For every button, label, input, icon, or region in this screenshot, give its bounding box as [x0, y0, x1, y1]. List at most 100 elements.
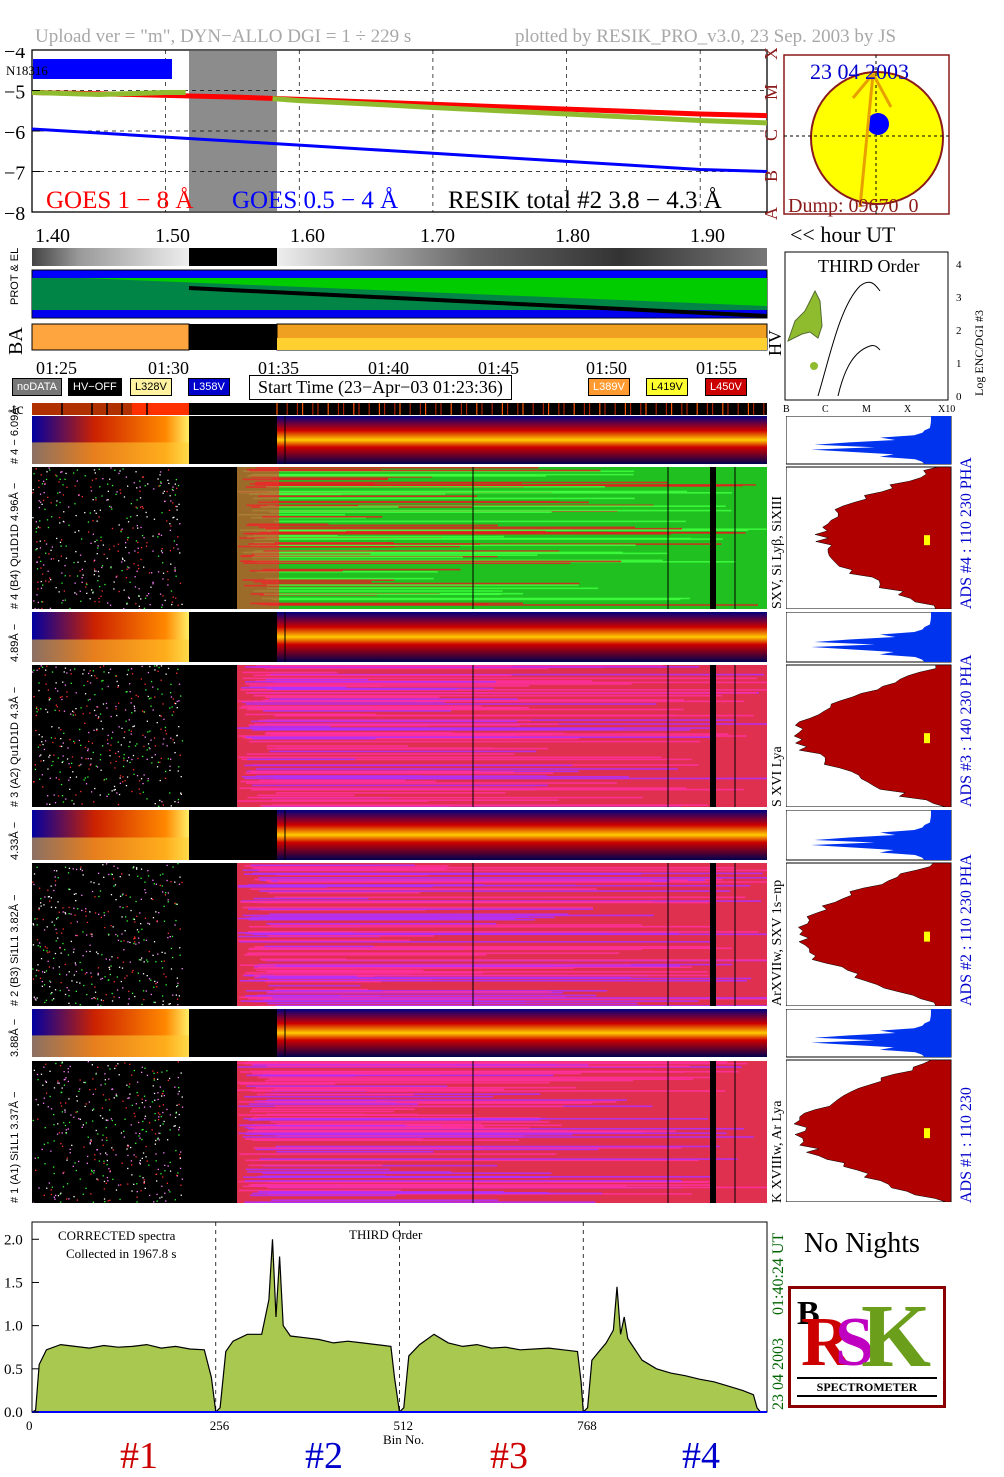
pha-left-warm	[32, 1035, 189, 1057]
ads-noise-dot	[73, 561, 75, 564]
ads-stripe	[262, 568, 461, 571]
ads-noise-dot	[150, 979, 152, 981]
logo-s: S	[835, 1304, 874, 1381]
ads-noise-dot	[79, 764, 81, 767]
ads-noise-dot	[66, 1183, 69, 1185]
ads-noise-dot	[105, 994, 107, 996]
ads-noise-dot	[62, 760, 64, 763]
ads-noise-dot	[162, 1123, 164, 1125]
channel-number-label: #1	[120, 1435, 158, 1477]
ads-noise-dot	[101, 566, 103, 569]
ads-stripe	[244, 1095, 494, 1098]
ads-noise-dot	[181, 740, 184, 742]
ads-stripe	[245, 1159, 699, 1162]
ads-noise-dot	[130, 1124, 132, 1126]
ads-noise-dot	[96, 1149, 98, 1151]
ads-noise-dot	[59, 946, 61, 949]
ads-stripe	[249, 1126, 463, 1128]
ads-noise-dot	[102, 1117, 104, 1119]
ads-stripe	[274, 542, 394, 544]
ads-noise-dot	[139, 506, 142, 508]
pha-right-block	[277, 612, 767, 662]
ads-stripe	[271, 598, 681, 601]
ads-noise-dot	[145, 1156, 147, 1158]
ads-noise-dot	[172, 994, 174, 996]
ads-noise-dot	[162, 1104, 164, 1106]
ads-noise-dot	[111, 873, 113, 876]
ads-stripe	[251, 1183, 477, 1186]
ads-noise-dot	[144, 1067, 146, 1069]
ads-stripe	[255, 998, 767, 1000]
ads-noise-dot	[39, 946, 41, 948]
ads-noise-dot	[137, 547, 139, 549]
ads-noise-dot	[75, 1002, 77, 1004]
ads-noise-dot	[48, 467, 50, 469]
ads-noise-dot	[37, 964, 39, 966]
ads-noise-dot	[43, 1097, 45, 1099]
ads-noise-dot	[97, 1179, 99, 1181]
ads-stripe	[266, 584, 579, 586]
third-order-xtick: C	[822, 404, 829, 415]
ads-noise-dot	[50, 906, 53, 908]
channel-ads-caption: ADS #2 : 110 230 PHA	[958, 854, 975, 1006]
ads-noise-dot	[42, 1084, 44, 1086]
ads-noise-dot	[83, 669, 85, 671]
ads-noise-dot	[107, 911, 109, 913]
ads-noise-dot	[134, 576, 136, 578]
ads-noise-dot	[35, 707, 38, 710]
ads-noise-dot	[107, 685, 109, 688]
ads-noise-dot	[63, 710, 66, 712]
ads-noise-dot	[152, 709, 154, 711]
ads-stripe	[267, 991, 552, 993]
ads-noise-dot	[62, 742, 64, 744]
ads-noise-dot	[93, 510, 96, 512]
ads-noise-dot	[126, 517, 128, 519]
start-time-box: Start Time (23−Apr−03 01:23:36)	[249, 375, 512, 400]
ads-noise-dot	[38, 734, 40, 736]
ads-noise-dot	[96, 1178, 98, 1180]
ads-noise-dot	[59, 501, 61, 504]
ads-noise-dot	[161, 1071, 163, 1073]
ads-noise-dot	[164, 952, 166, 954]
ads-noise-dot	[129, 691, 131, 693]
ads-noise-dot	[95, 1073, 97, 1075]
ads-noise-dot	[123, 940, 125, 942]
ads-noise-dot	[162, 1090, 164, 1092]
ads-stripe	[246, 932, 680, 935]
ads-noise-dot	[175, 1150, 177, 1152]
ads-stripe	[245, 1168, 390, 1171]
ads-noise-dot	[97, 545, 99, 547]
ads-noise-dot	[121, 933, 123, 935]
ads-noise-dot	[126, 568, 128, 570]
ads-stripe	[253, 1147, 682, 1149]
ads-noise-dot	[144, 597, 147, 599]
ads-noise-dot	[40, 567, 42, 569]
ads-noise-dot	[143, 537, 145, 539]
ads-noise-dot	[109, 604, 112, 606]
ads-noise-dot	[100, 978, 102, 980]
ads-noise-dot	[89, 1141, 91, 1144]
ads-noise-dot	[137, 972, 139, 974]
ads-noise-dot	[106, 707, 108, 709]
ads-noise-dot	[56, 537, 58, 540]
ads-histogram	[793, 664, 952, 807]
ads-stripe	[253, 694, 722, 697]
ads-noise-dot	[175, 597, 177, 599]
ads-stripe	[272, 688, 457, 691]
ads-noise-dot	[68, 995, 70, 997]
ads-stripe	[266, 485, 721, 487]
ads-stripe	[248, 1103, 418, 1105]
ads-noise-dot	[45, 669, 47, 671]
ads-stripe	[274, 747, 494, 750]
ads-stripe	[266, 745, 408, 747]
ads-dark-band	[710, 467, 716, 609]
ads-noise-dot	[72, 714, 74, 716]
ads-noise-dot	[50, 502, 52, 504]
ads-noise-dot	[89, 764, 91, 766]
pha-histogram	[811, 416, 951, 464]
ads-noise-dot	[64, 667, 67, 669]
ads-noise-dot	[90, 1173, 92, 1175]
ads-noise-dot	[102, 478, 104, 480]
ads-noise-dot	[43, 760, 45, 762]
ads-noise-dot	[69, 1065, 71, 1068]
